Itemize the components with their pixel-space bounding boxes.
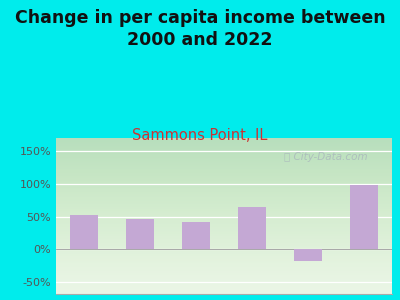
- Bar: [238, 207, 266, 249]
- Text: Sammons Point, IL: Sammons Point, IL: [132, 128, 268, 142]
- Bar: [182, 222, 210, 249]
- Bar: [70, 215, 98, 249]
- Bar: [294, 249, 322, 261]
- Text: ⓘ City-Data.com: ⓘ City-Data.com: [284, 152, 368, 162]
- Text: Change in per capita income between
2000 and 2022: Change in per capita income between 2000…: [15, 9, 385, 49]
- Bar: [126, 219, 154, 249]
- Bar: [350, 185, 378, 249]
